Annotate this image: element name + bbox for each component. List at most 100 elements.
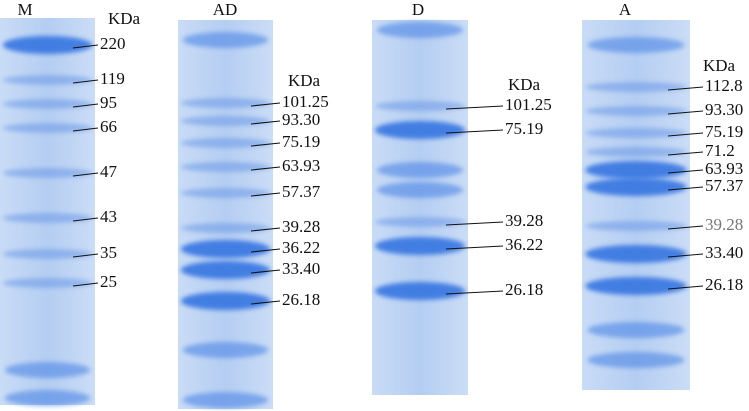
protein-band bbox=[585, 245, 687, 263]
protein-band bbox=[585, 178, 687, 196]
protein-band bbox=[182, 342, 269, 358]
leader-line bbox=[72, 79, 99, 84]
protein-band bbox=[180, 116, 271, 126]
protein-band bbox=[585, 221, 687, 231]
leader-line bbox=[667, 110, 704, 115]
leader-line bbox=[445, 290, 504, 295]
protein-band bbox=[585, 106, 687, 116]
protein-band bbox=[180, 292, 271, 310]
protein-band bbox=[585, 147, 687, 157]
protein-band bbox=[180, 162, 271, 172]
unit-label: KDa bbox=[703, 56, 736, 75]
leader-line bbox=[667, 86, 704, 91]
marker-label: 101.25 bbox=[282, 92, 329, 111]
leader-line bbox=[72, 103, 99, 108]
marker-label: 93.30 bbox=[705, 100, 743, 119]
unit-label: KDa bbox=[508, 75, 541, 94]
marker-label: 39.28 bbox=[505, 211, 543, 230]
protein-band bbox=[374, 217, 466, 227]
leader-line bbox=[250, 142, 281, 147]
marker-label: 39.28 bbox=[282, 217, 320, 236]
leader-line bbox=[667, 253, 704, 258]
marker-label: 33.40 bbox=[282, 259, 320, 278]
protein-band bbox=[180, 98, 271, 108]
marker-label: 43 bbox=[100, 207, 117, 226]
protein-band bbox=[2, 249, 93, 259]
marker-label: 75.19 bbox=[705, 122, 743, 141]
marker-label: 93.30 bbox=[282, 110, 320, 129]
protein-band bbox=[2, 213, 93, 223]
marker-label: 47 bbox=[100, 162, 118, 181]
protein-band bbox=[587, 352, 685, 368]
protein-band bbox=[2, 75, 93, 85]
leader-line bbox=[445, 245, 504, 250]
protein-band bbox=[180, 188, 271, 198]
marker-label: 101.25 bbox=[505, 95, 552, 114]
protein-band bbox=[182, 32, 269, 48]
protein-band bbox=[374, 237, 466, 255]
lane-label: M bbox=[17, 0, 32, 19]
leader-line bbox=[72, 172, 99, 177]
leader-line bbox=[72, 217, 99, 222]
protein-band bbox=[376, 182, 464, 198]
marker-label: 35 bbox=[100, 243, 117, 262]
leader-line bbox=[250, 120, 281, 125]
leader-line bbox=[72, 127, 99, 132]
marker-label: 33.40 bbox=[705, 243, 743, 262]
protein-band bbox=[180, 138, 271, 148]
protein-band bbox=[180, 223, 271, 233]
leader-line bbox=[667, 225, 704, 230]
leader-line bbox=[445, 105, 504, 110]
protein-band bbox=[585, 128, 687, 138]
leader-line bbox=[667, 132, 704, 137]
leader-line bbox=[250, 227, 281, 232]
lane-label: AD bbox=[213, 0, 238, 19]
marker-label: 75.19 bbox=[282, 132, 320, 151]
protein-band bbox=[4, 362, 91, 378]
marker-label: 63.93 bbox=[282, 156, 320, 175]
marker-label: 57.37 bbox=[705, 176, 744, 195]
leader-line bbox=[445, 221, 504, 226]
protein-band bbox=[2, 36, 93, 54]
marker-label: 26.18 bbox=[705, 275, 743, 294]
marker-label: 36.22 bbox=[282, 238, 320, 257]
protein-band bbox=[374, 101, 466, 111]
gel-lane bbox=[372, 20, 468, 395]
protein-band bbox=[587, 37, 685, 53]
leader-line bbox=[667, 285, 704, 290]
protein-band bbox=[585, 161, 687, 179]
lane-label: D bbox=[412, 0, 424, 19]
protein-band bbox=[2, 278, 93, 288]
leader-line bbox=[667, 169, 704, 174]
marker-label: 39.28 bbox=[705, 215, 743, 234]
protein-band bbox=[587, 322, 685, 338]
leader-line bbox=[250, 269, 281, 274]
leader-line bbox=[72, 44, 99, 49]
marker-label: 66 bbox=[100, 117, 117, 136]
marker-label: 26.18 bbox=[505, 280, 543, 299]
leader-line bbox=[445, 129, 504, 134]
marker-label: 220 bbox=[100, 34, 126, 53]
marker-label: 75.19 bbox=[505, 119, 543, 138]
protein-band bbox=[374, 282, 466, 300]
leader-line bbox=[667, 186, 704, 191]
protein-band bbox=[585, 277, 687, 295]
leader-line bbox=[72, 253, 99, 258]
leader-line bbox=[250, 300, 281, 305]
marker-label: 95 bbox=[100, 93, 117, 112]
leader-line bbox=[250, 166, 281, 171]
protein-band bbox=[4, 390, 91, 406]
leader-line bbox=[72, 282, 99, 287]
leader-line bbox=[250, 248, 281, 253]
leader-line bbox=[250, 102, 281, 107]
protein-band bbox=[374, 121, 466, 139]
marker-label: 57.37 bbox=[282, 182, 321, 201]
protein-band bbox=[2, 99, 93, 109]
protein-band bbox=[376, 22, 464, 38]
lane-label: A bbox=[619, 0, 632, 19]
protein-band bbox=[585, 82, 687, 92]
leader-line bbox=[250, 192, 281, 197]
marker-label: 63.93 bbox=[705, 159, 743, 178]
protein-band bbox=[376, 162, 464, 178]
